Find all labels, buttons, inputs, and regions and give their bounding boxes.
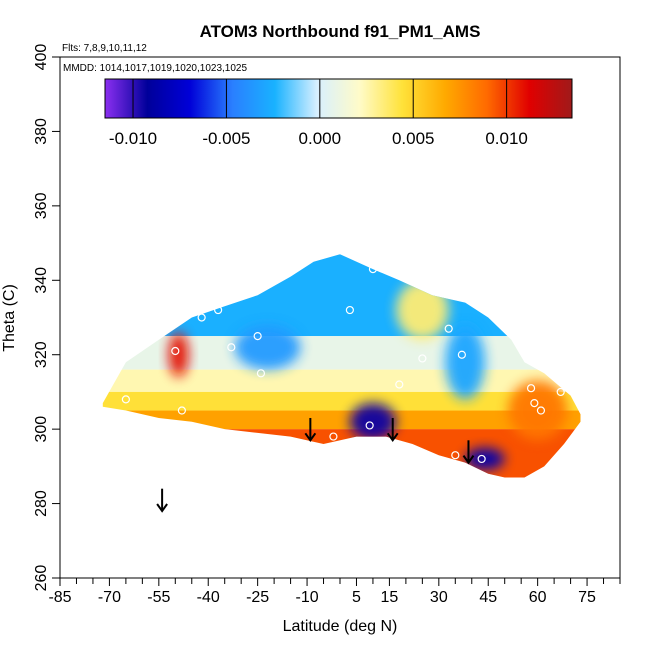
heatmap-cell: [234, 324, 301, 370]
y-tick-label: 260: [33, 565, 50, 592]
colorbar: -0.010 -0.005 0.000 0.005 0.010: [104, 78, 573, 148]
chart-title: ATOM3 Northbound f91_PM1_AMS: [200, 22, 481, 41]
y-axis-label: Theta (C): [1, 284, 18, 352]
sample-point: [395, 380, 404, 389]
colorbar-tick-label: 0.005: [392, 129, 435, 148]
sample-point: [451, 451, 460, 460]
sample-point: [556, 387, 565, 397]
sample-point: [444, 324, 453, 333]
heatmap-band: [102, 410, 581, 430]
x-tick-label: -10: [295, 589, 318, 606]
dates-subtitle: MMDD: 1014,1017,1019,1020,1023,1025: [63, 63, 247, 74]
sample-point: [171, 346, 180, 356]
x-tick-label: 75: [578, 589, 596, 606]
heatmap-cell: [168, 332, 189, 378]
y-tick-label: 400: [33, 44, 50, 71]
x-tick-label: 5: [352, 589, 361, 606]
y-tick-label: 280: [33, 490, 50, 517]
y-tick-label: 300: [33, 416, 50, 443]
sample-point: [345, 305, 354, 315]
x-axis-label: Latitude (deg N): [283, 618, 398, 635]
colorbar-tick-label: -0.010: [109, 129, 157, 148]
x-tick-label: 60: [529, 589, 547, 606]
sample-point: [365, 421, 374, 430]
y-tick-label: 340: [33, 267, 50, 294]
x-tick-label: 45: [479, 589, 497, 606]
x-tick-label: -55: [147, 589, 170, 606]
sample-point: [177, 406, 186, 415]
sample-point: [214, 305, 223, 315]
y-tick-label: 360: [33, 192, 50, 219]
sample-point: [197, 313, 206, 322]
tropopause-arrow: [156, 488, 168, 513]
colorbar-gradient: [104, 78, 573, 119]
x-tick-label: -70: [98, 589, 121, 606]
tropopause-arrows: [156, 417, 475, 513]
x-axis: -85 -70 -55 -40 -25 -10 5 15 30 45 60 75: [48, 578, 621, 606]
heatmap-cell: [396, 280, 449, 340]
sample-point: [121, 395, 130, 404]
colorbar-tick-label: 0.010: [485, 129, 528, 148]
heatmap-cell: [445, 324, 485, 400]
heatmap-band: [102, 336, 581, 370]
sample-point: [536, 406, 546, 415]
heatmap-cell: [349, 403, 396, 441]
tropopause-arrow: [386, 417, 399, 443]
sample-point: [526, 384, 536, 393]
x-tick-label: 15: [381, 589, 399, 606]
colorbar-tick-label: -0.005: [202, 129, 250, 148]
sample-point: [256, 369, 266, 378]
x-tick-label: -25: [246, 589, 269, 606]
sample-point: [530, 398, 539, 408]
flights-subtitle: Flts: 7,8,9,10,11,12: [62, 43, 147, 54]
colorbar-tick-label: 0.000: [299, 129, 342, 148]
x-tick-label: -40: [197, 589, 220, 606]
sample-point: [457, 350, 466, 359]
y-axis: 260 280 300 320 340 360 380 400: [33, 44, 60, 592]
sample-point: [329, 432, 338, 441]
x-tick-label: 30: [430, 589, 448, 606]
sample-point: [368, 265, 378, 274]
tropopause-arrow: [304, 417, 317, 443]
y-tick-label: 320: [33, 341, 50, 368]
sample-point: [418, 354, 427, 363]
sample-points: [121, 265, 565, 464]
y-tick-label: 380: [33, 118, 50, 145]
tropopause-arrow: [462, 440, 475, 465]
sample-point: [253, 332, 262, 341]
x-tick-label: -85: [48, 589, 71, 606]
heatmap-field: [102, 254, 581, 478]
sample-point: [227, 343, 236, 352]
sample-point: [477, 454, 486, 464]
heatmap-band: [102, 254, 581, 337]
